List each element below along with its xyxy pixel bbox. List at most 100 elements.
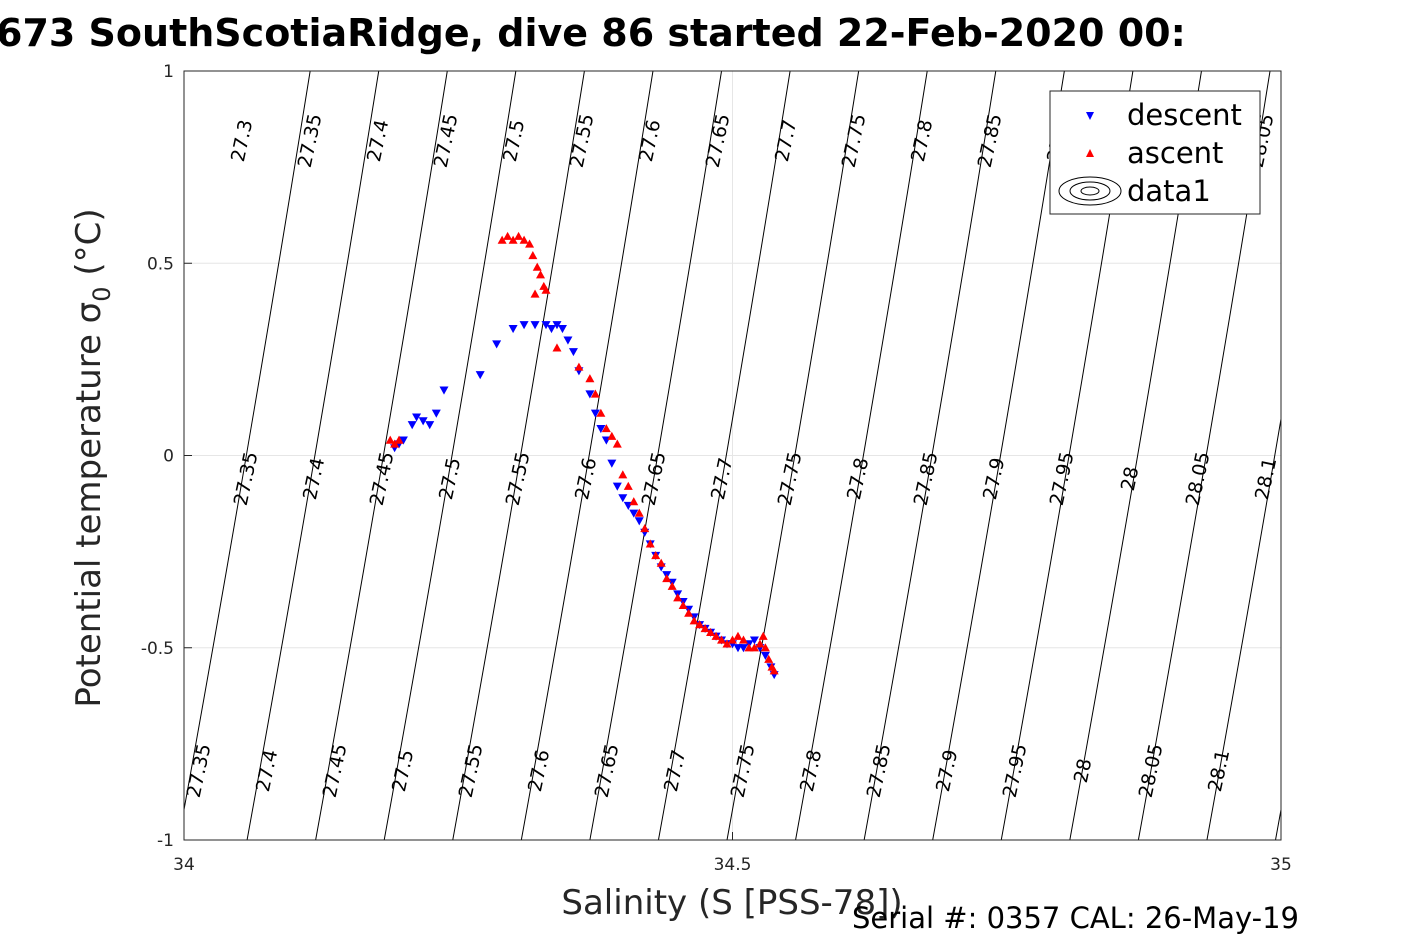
descent-point	[607, 459, 617, 468]
descent-point	[431, 409, 441, 418]
ascent-point	[525, 239, 535, 248]
isopycnal-line	[657, 71, 791, 840]
ascent-point	[755, 639, 765, 648]
ascent-point	[700, 624, 710, 633]
y-tick-label: 0.5	[147, 254, 174, 274]
ascent-point	[618, 470, 628, 479]
ascent-point	[662, 574, 672, 583]
ascent-point	[394, 435, 404, 444]
ascent-point	[728, 635, 737, 644]
y-label-unit: (°C)	[69, 208, 109, 286]
ascent-point	[640, 524, 650, 533]
x-tick-label: 34.5	[714, 855, 752, 875]
isopycnal-line	[932, 71, 1065, 840]
descent-point	[407, 421, 417, 430]
y-axis: -1 -0.5 0 0.5 1	[141, 62, 192, 851]
ascent-point	[541, 285, 551, 294]
legend-descent-marker	[1086, 112, 1094, 120]
descent-point	[508, 325, 518, 334]
ascent-point	[656, 558, 666, 567]
ascent-point	[667, 581, 677, 590]
descent-point	[629, 509, 639, 518]
descent-point	[552, 321, 562, 330]
ascent-point	[528, 251, 538, 260]
isopycnal-line	[1206, 416, 1281, 840]
y-label-subscript: 0	[88, 286, 116, 301]
ascent-point	[574, 362, 584, 371]
ascent-point	[552, 343, 562, 352]
descent-point	[568, 348, 578, 357]
ascent-point	[634, 508, 644, 517]
ascent-point	[596, 408, 606, 417]
descent-point	[590, 409, 600, 418]
ascent-point	[623, 481, 633, 490]
ascent-point	[749, 643, 759, 652]
descent-point	[557, 325, 567, 334]
isopycnal-label: 28	[1117, 465, 1144, 493]
isopycnal-line	[520, 71, 654, 840]
ascent-point	[651, 550, 661, 560]
ascent-point	[722, 639, 732, 648]
descent-point	[475, 371, 485, 380]
y-tick-label: -1	[157, 831, 174, 851]
isopycnal-label: 28	[1070, 757, 1097, 785]
isopycnal-line	[726, 71, 860, 840]
legend-descent-label: descent	[1127, 98, 1242, 132]
ascent-point	[612, 439, 622, 448]
ascent-point	[532, 262, 542, 271]
ascent-point	[673, 593, 683, 602]
descent-point	[425, 421, 435, 430]
ascent-point	[585, 374, 595, 383]
descent-point	[738, 644, 748, 653]
descent-point	[612, 482, 622, 491]
descent-point	[634, 517, 644, 526]
ascent-point	[706, 627, 716, 636]
ascent-point	[385, 435, 395, 444]
isopycnal-line	[1275, 806, 1281, 840]
legend-ascent-label: ascent	[1127, 136, 1223, 170]
x-tick-label: 34	[173, 855, 195, 875]
ascent-point	[717, 635, 727, 644]
ascent-point	[536, 270, 546, 279]
isopycnal-line	[589, 71, 723, 840]
ascent-point	[514, 231, 524, 240]
ascent-point	[519, 235, 529, 244]
ascent-point	[607, 431, 617, 440]
descent-point	[492, 340, 502, 349]
y-tick-label: -0.5	[141, 639, 174, 659]
descent-point	[541, 321, 551, 330]
descent-point	[398, 436, 408, 445]
descent-point	[596, 424, 606, 434]
descent-point	[412, 413, 422, 422]
ascent-point	[733, 631, 743, 640]
y-label-main: Potential temperature σ	[69, 302, 109, 708]
isopycnal-line	[863, 71, 997, 840]
x-axis: 34 34.5 35	[173, 832, 1292, 875]
descent-point	[563, 336, 573, 345]
ascent-point	[601, 424, 611, 433]
isopycnal-line	[795, 71, 928, 840]
ascent-point	[738, 635, 748, 644]
ascent-point	[497, 235, 507, 244]
legend-box	[1049, 90, 1261, 215]
descent-point	[439, 386, 449, 395]
x-tick-label: 35	[1270, 855, 1292, 875]
legend-data1-label: data1	[1127, 174, 1211, 208]
legend: descent ascent data1	[1049, 90, 1261, 215]
descent-point	[760, 651, 770, 660]
ascent-point	[645, 539, 655, 548]
ascent-point	[684, 608, 694, 617]
ascent-point	[629, 497, 639, 506]
isopycnal-line	[452, 71, 585, 840]
ascent-point	[590, 389, 600, 398]
chart-title: 673 SouthScotiaRidge, dive 86 started 22…	[0, 11, 1186, 55]
ascent-point	[390, 439, 400, 448]
descent-point	[530, 321, 540, 330]
serial-cal-label: Serial #: 0357 CAL: 26-May-19	[852, 901, 1299, 935]
y-tick-label: 1	[163, 62, 174, 82]
legend-contour-icon	[1058, 176, 1122, 206]
y-axis-label: Potential temperature σ0 (°C)	[69, 208, 116, 707]
isopycnal-line	[383, 71, 517, 840]
y-tick-label: 0	[163, 447, 174, 467]
